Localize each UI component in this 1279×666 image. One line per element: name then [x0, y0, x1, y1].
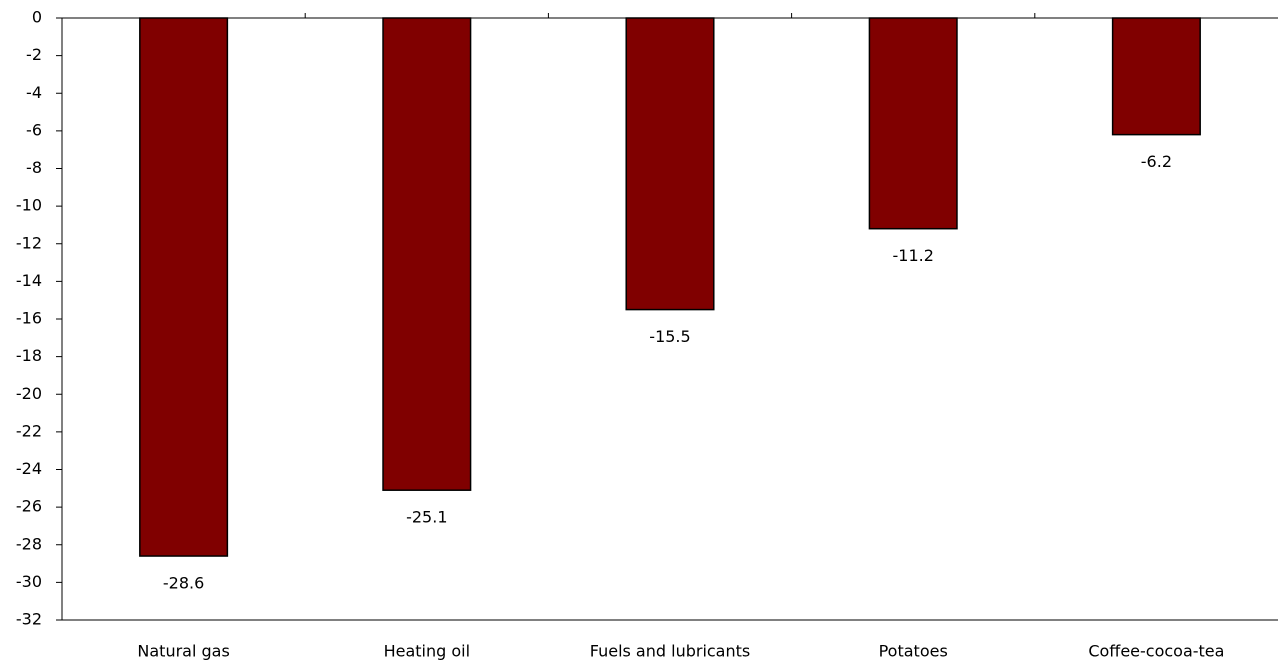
x-tick-label: Fuels and lubricants	[590, 642, 750, 661]
x-tick-label: Natural gas	[137, 642, 229, 661]
y-tick-label: -24	[16, 459, 42, 478]
data-label: -25.1	[406, 508, 447, 527]
y-tick-label: -2	[26, 45, 42, 64]
data-label: -15.5	[649, 327, 690, 346]
y-tick-label: -6	[26, 120, 42, 139]
data-label: -28.6	[163, 574, 204, 593]
y-tick-label: 0	[32, 8, 42, 27]
y-tick-label: -30	[16, 572, 42, 591]
y-tick-label: -16	[16, 309, 42, 328]
y-tick-label: -14	[16, 271, 42, 290]
bar	[1111, 17, 1201, 136]
x-tick-label: Coffee-cocoa-tea	[1088, 642, 1224, 661]
y-tick-label: -26	[16, 497, 42, 516]
bar	[382, 17, 472, 491]
x-tick-label: Heating oil	[384, 642, 470, 661]
bar	[868, 17, 958, 230]
bar	[625, 17, 715, 311]
x-tick-label: Potatoes	[879, 642, 948, 661]
y-tick-label: -8	[26, 158, 42, 177]
y-tick-label: -4	[26, 83, 42, 102]
y-tick-label: -12	[16, 233, 42, 252]
data-label: -11.2	[892, 246, 933, 265]
y-tick-label: -10	[16, 196, 42, 215]
y-tick-label: -18	[16, 346, 42, 365]
y-tick-label: -20	[16, 384, 42, 403]
y-tick-label: -32	[16, 610, 42, 629]
bar	[139, 17, 229, 557]
y-tick-label: -28	[16, 534, 42, 553]
y-tick-label: -22	[16, 421, 42, 440]
data-label: -6.2	[1141, 152, 1172, 171]
